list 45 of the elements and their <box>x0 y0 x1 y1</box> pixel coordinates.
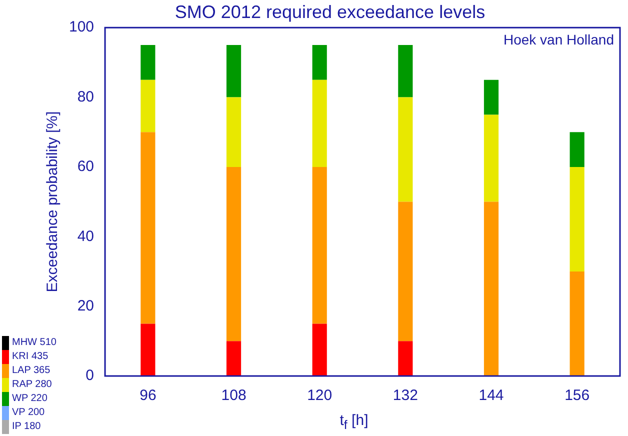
legend-label: IP 180 <box>12 420 41 434</box>
x-tick-label: 156 <box>564 387 590 404</box>
bar <box>484 80 499 115</box>
bar <box>398 341 413 376</box>
bar <box>570 271 584 376</box>
bar <box>140 324 156 376</box>
x-tick-label: 144 <box>478 387 504 404</box>
bar <box>398 202 413 342</box>
y-tick-label: 80 <box>77 88 94 106</box>
x-axis-title: t$_{f}$ [h] <box>340 412 368 432</box>
bar <box>226 341 242 376</box>
legend-label: RAP 280 <box>12 378 52 392</box>
bar <box>312 80 327 167</box>
bar <box>398 45 413 98</box>
chart-title: SMO 2012 required exceedance levels <box>174 2 486 22</box>
bar <box>226 45 242 98</box>
legend-label: KRI 435 <box>12 350 48 364</box>
bar <box>140 132 156 324</box>
bar <box>398 97 413 202</box>
legend-label: MHW 510 <box>12 336 56 350</box>
x-tick-label: 120 <box>307 387 332 404</box>
x-tick-label: 108 <box>221 387 246 404</box>
bar <box>570 132 584 167</box>
y-tick-label: 20 <box>77 297 94 314</box>
y-tick-label: 60 <box>77 158 94 176</box>
bar <box>570 166 584 272</box>
bar <box>484 114 499 202</box>
legend-label: VP 200 <box>12 406 45 420</box>
bar <box>312 166 327 324</box>
bar <box>312 45 327 80</box>
x-tick-label: 132 <box>392 387 418 404</box>
y-tick-label: 0 <box>86 367 94 384</box>
bar <box>484 202 499 376</box>
bar <box>226 166 242 342</box>
x-tick-label: 96 <box>140 387 156 404</box>
bar <box>140 45 156 80</box>
bar <box>140 80 156 132</box>
y-tick-label: 40 <box>77 228 94 245</box>
bar <box>312 324 327 376</box>
legend-label: WP 220 <box>12 392 48 406</box>
legend-label: LAP 365 <box>12 364 50 378</box>
bar <box>226 97 242 167</box>
y-tick-label: 100 <box>68 18 94 36</box>
annotation: Hoek van Holland <box>503 31 614 48</box>
y-axis-title: Exceedance probability [%] <box>44 111 62 292</box>
